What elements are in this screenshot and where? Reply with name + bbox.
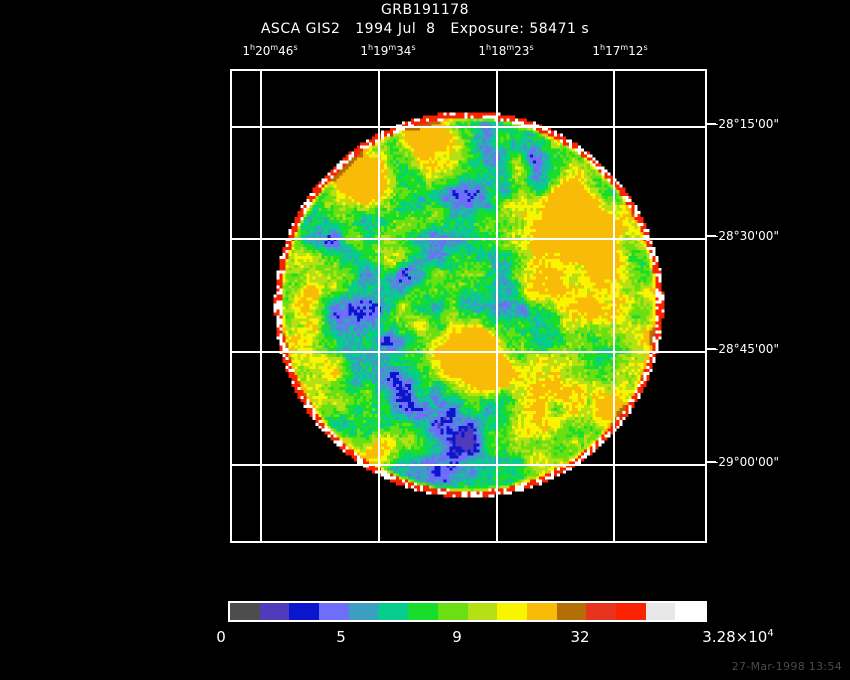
- colorbar-segment-2: [289, 603, 320, 620]
- colorbar-tick-label-4: 3.28×104: [702, 628, 774, 646]
- colorbar-tick-label-2: 9: [452, 628, 462, 646]
- sky-image: [232, 71, 705, 541]
- colorbar-segment-0: [230, 603, 260, 620]
- colorbar-segment-4: [348, 603, 379, 620]
- dec-tick-label-0: -28°15'00": [714, 117, 779, 131]
- colorbar-segment-7: [437, 603, 468, 620]
- dec-tick-label-1: -28°30'00": [714, 229, 779, 243]
- colorbar-segment-11: [556, 603, 587, 620]
- colorbar-segment-14: [645, 603, 676, 620]
- colorbar-segment-8: [467, 603, 498, 620]
- grid-line-horizontal-2: [232, 351, 705, 353]
- grid-line-horizontal-1: [232, 238, 705, 240]
- page-title: GRB191178: [380, 2, 470, 18]
- intensity-colorbar: [228, 601, 707, 622]
- colorbar-segment-13: [615, 603, 646, 620]
- dec-tick-mark-0: [707, 123, 716, 125]
- colorbar-tick-label-0: 0: [216, 628, 226, 646]
- colorbar-segment-5: [378, 603, 409, 620]
- ra-tick-label-1: 1h19m34s: [360, 43, 416, 59]
- colorbar-segment-12: [586, 603, 616, 620]
- colorbar-segment-3: [319, 603, 349, 620]
- dec-tick-mark-3: [707, 461, 716, 463]
- colorbar-segment-15: [675, 603, 705, 620]
- render-timestamp: 27-Mar-1998 13:54: [731, 660, 842, 673]
- colorbar-segment-6: [408, 603, 438, 620]
- grid-line-vertical-0: [260, 71, 262, 541]
- ra-tick-label-0: 1h20m46s: [242, 43, 298, 59]
- observation-subtitle: ASCA GIS2 1994 Jul 8 Exposure: 58471 s: [260, 21, 590, 37]
- grid-line-vertical-2: [496, 71, 498, 541]
- ra-tick-label-3: 1h17m12s: [592, 43, 648, 59]
- colorbar-tick-label-1: 5: [336, 628, 346, 646]
- grid-line-vertical-3: [613, 71, 615, 541]
- colorbar-segment-10: [526, 603, 557, 620]
- colorbar-segment-9: [497, 603, 527, 620]
- grid-line-vertical-1: [378, 71, 380, 541]
- ra-tick-label-2: 1h18m23s: [478, 43, 534, 59]
- dec-tick-mark-1: [707, 235, 716, 237]
- dec-tick-label-3: -29°00'00": [714, 455, 779, 469]
- grid-line-horizontal-0: [232, 126, 705, 128]
- dec-tick-mark-2: [707, 348, 716, 350]
- colorbar-tick-label-3: 32: [570, 628, 590, 646]
- dec-tick-label-2: -28°45'00": [714, 342, 779, 356]
- grid-line-horizontal-3: [232, 464, 705, 466]
- sky-image-canvas: [232, 71, 705, 541]
- colorbar-segment-1: [259, 603, 290, 620]
- sky-plot-frame: [230, 69, 707, 543]
